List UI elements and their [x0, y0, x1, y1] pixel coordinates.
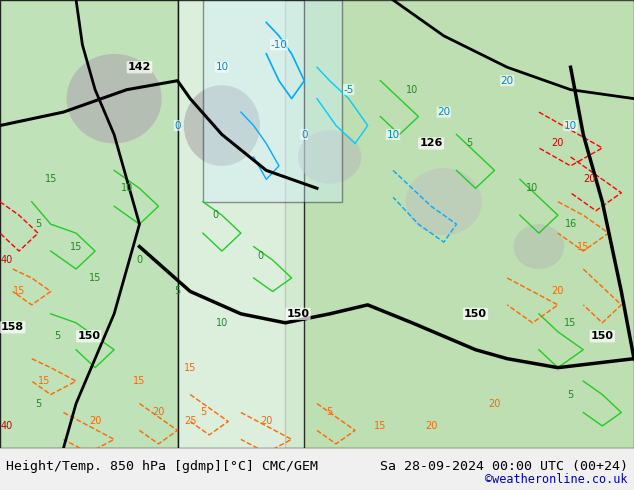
Text: 20: 20: [552, 139, 564, 148]
Text: 0: 0: [136, 255, 143, 265]
Text: 5: 5: [567, 390, 574, 399]
FancyBboxPatch shape: [203, 0, 342, 202]
Text: 5: 5: [466, 139, 472, 148]
Text: 150: 150: [591, 331, 614, 341]
Ellipse shape: [406, 168, 482, 235]
Text: 20: 20: [89, 416, 101, 426]
Text: 40: 40: [0, 421, 13, 431]
Text: 25: 25: [184, 416, 197, 426]
Text: 15: 15: [577, 242, 590, 251]
Text: 15: 15: [564, 318, 577, 328]
Text: 0: 0: [174, 121, 181, 130]
Text: 5: 5: [200, 408, 206, 417]
Text: 10: 10: [526, 183, 539, 194]
Text: 15: 15: [184, 363, 197, 373]
Text: 5: 5: [327, 408, 333, 417]
Ellipse shape: [184, 85, 260, 166]
Ellipse shape: [514, 224, 564, 269]
Text: 150: 150: [77, 331, 100, 341]
Text: 15: 15: [38, 376, 51, 386]
FancyBboxPatch shape: [285, 0, 634, 448]
Text: 10: 10: [216, 318, 228, 328]
Text: 5: 5: [54, 331, 60, 341]
Ellipse shape: [298, 130, 361, 184]
Text: 150: 150: [287, 309, 309, 319]
Text: 15: 15: [374, 421, 387, 431]
Text: 126: 126: [420, 139, 443, 148]
Text: Height/Temp. 850 hPa [gdmp][°C] CMC/GEM: Height/Temp. 850 hPa [gdmp][°C] CMC/GEM: [6, 460, 318, 473]
Text: 16: 16: [564, 219, 577, 229]
Text: 0: 0: [212, 210, 219, 220]
Text: 10: 10: [406, 85, 418, 95]
Text: 0: 0: [301, 129, 307, 140]
Text: 158: 158: [1, 322, 24, 332]
Text: 20: 20: [260, 416, 273, 426]
Text: 10: 10: [120, 183, 133, 194]
Text: 15: 15: [89, 273, 101, 283]
Text: 15: 15: [44, 174, 57, 184]
Text: 15: 15: [13, 287, 25, 296]
Text: 10: 10: [387, 129, 399, 140]
Text: 0: 0: [257, 250, 263, 261]
Text: 5: 5: [35, 219, 41, 229]
Text: 15: 15: [70, 242, 82, 251]
Text: 10: 10: [564, 121, 577, 130]
Text: 5: 5: [174, 287, 181, 296]
Text: 40: 40: [0, 255, 13, 265]
Text: 20: 20: [552, 287, 564, 296]
FancyBboxPatch shape: [178, 0, 304, 448]
Text: 150: 150: [464, 309, 487, 319]
Text: -10: -10: [271, 40, 287, 50]
Text: 20: 20: [501, 75, 514, 86]
Text: 20: 20: [425, 421, 437, 431]
Text: ©weatheronline.co.uk: ©weatheronline.co.uk: [485, 473, 628, 486]
Text: 20: 20: [488, 398, 501, 409]
Text: 20: 20: [437, 107, 450, 117]
FancyBboxPatch shape: [0, 0, 178, 448]
Text: 20: 20: [152, 408, 165, 417]
Text: 10: 10: [216, 62, 228, 72]
Text: 5: 5: [35, 398, 41, 409]
Text: Sa 28-09-2024 00:00 UTC (00+24): Sa 28-09-2024 00:00 UTC (00+24): [380, 460, 628, 473]
Text: 15: 15: [133, 376, 146, 386]
Ellipse shape: [67, 54, 162, 144]
Text: 20: 20: [583, 174, 596, 184]
Text: 142: 142: [128, 62, 151, 72]
Text: -5: -5: [344, 85, 354, 95]
